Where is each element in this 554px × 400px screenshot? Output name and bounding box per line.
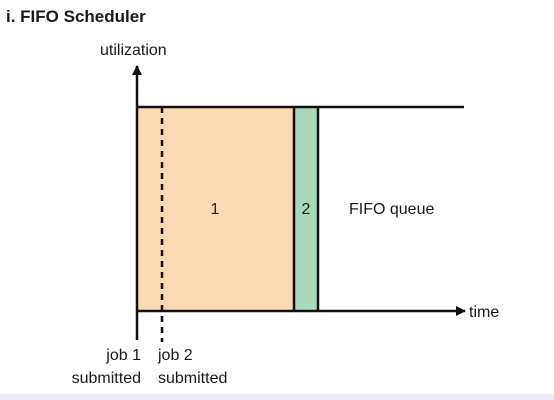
- x-axis-label: time: [469, 304, 499, 321]
- fifo-queue-label: FIFO queue: [349, 201, 434, 218]
- y-axis-label: utilization: [100, 42, 167, 59]
- job-1-submitted-line1: job 1: [105, 347, 141, 364]
- diagram-title: i. FIFO Scheduler: [6, 7, 146, 26]
- job-1-submitted-line2: submitted: [72, 370, 141, 387]
- job-2-submitted-line1: job 2: [157, 347, 193, 364]
- job-1-label: 1: [211, 201, 220, 218]
- footer-band: [0, 394, 554, 400]
- job-2-label: 2: [302, 201, 311, 218]
- job-2-block: [294, 107, 318, 311]
- job-2-submitted-line2: submitted: [158, 370, 227, 387]
